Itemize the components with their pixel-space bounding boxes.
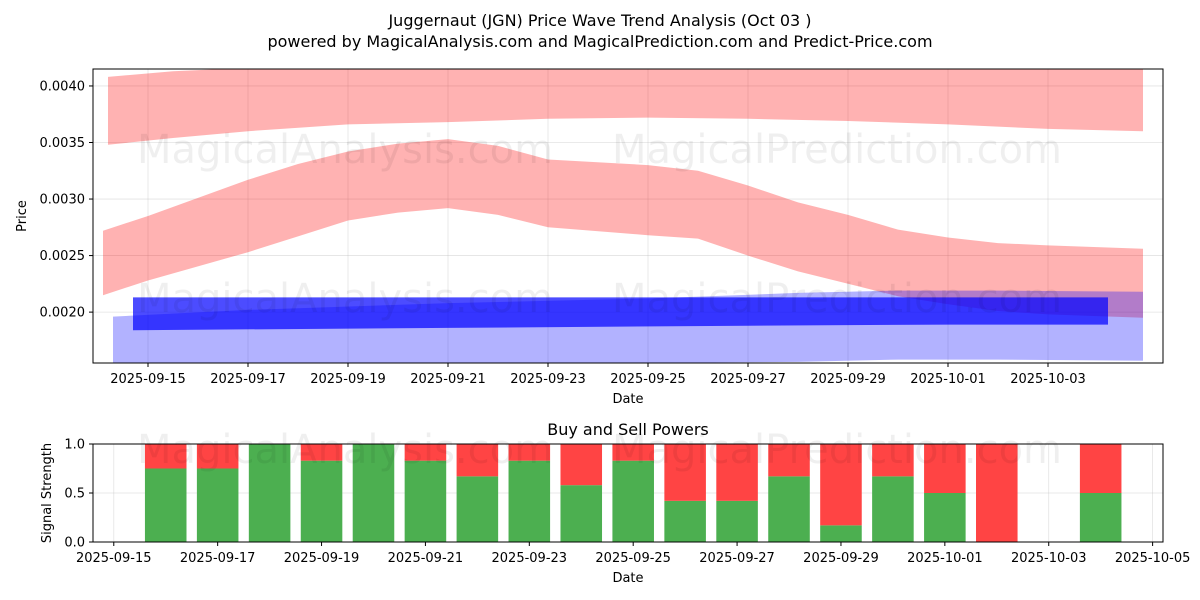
watermark-upper-row2-left: MagicalAnalysis.com: [137, 276, 553, 322]
lower-x-tick-label: 2025-09-23: [492, 551, 568, 566]
sell-bar: [196, 444, 239, 469]
buy-bar: [300, 460, 343, 542]
sell-bar: [300, 444, 343, 461]
sell-bar: [612, 444, 654, 461]
upper-y-tick-label: 0.0030: [40, 193, 86, 208]
lower-x-axis: 2025-09-15 2025-09-17 2025-09-19 2025-09-21…: [76, 542, 1190, 566]
lower-y-axis-label: Signal Strength: [40, 443, 55, 543]
chart-title-line2: powered by MagicalAnalysis.com and Magic…: [267, 32, 932, 51]
buy-bar: [456, 476, 499, 542]
lower-x-tick-label: 2025-09-15: [76, 551, 152, 566]
upper-x-tick-label: 2025-09-29: [810, 372, 886, 387]
lower-x-tick-label: 2025-10-01: [907, 551, 983, 566]
watermark-upper-row1-right: MagicalPrediction.com: [612, 127, 1062, 173]
upper-y-tick-label: 0.0035: [40, 136, 86, 151]
buy-bar: [196, 468, 239, 542]
watermark-upper-row2-right: MagicalPrediction.com: [612, 276, 1062, 322]
blue-narrow-band: [133, 297, 1108, 331]
upper-x-tick-label: 2025-09-17: [210, 372, 286, 387]
lower-x-tick-label: 2025-09-19: [284, 551, 360, 566]
watermark-lower-left: MagicalAnalysis.com: [137, 427, 553, 473]
sell-bar: [508, 444, 551, 461]
lower-x-tick-label: 2025-10-05: [1115, 551, 1191, 566]
lower-x-tick-label: 2025-09-27: [699, 551, 775, 566]
lower-y-tick-label: 0.0: [64, 536, 85, 551]
sell-bar: [404, 444, 447, 461]
sell-bar: [976, 444, 1018, 542]
upper-x-tick-label: 2025-10-03: [1010, 372, 1086, 387]
lower-y-tick-label: 1.0: [64, 438, 85, 453]
red-middle-band: [103, 139, 1143, 318]
upper-x-axis: 2025-09-15 2025-09-17 2025-09-19 2025-09-21…: [110, 363, 1086, 387]
sell-bar: [560, 444, 603, 486]
lower-x-tick-label: 2025-10-03: [1011, 551, 1087, 566]
lower-x-tick-label: 2025-09-29: [803, 551, 879, 566]
buy-bar: [352, 444, 395, 542]
buy-bar: [144, 468, 187, 542]
lower-bars: [144, 444, 1122, 542]
upper-y-axis: 0.0020 0.0025 0.0030 0.0035 0.0040: [40, 79, 93, 321]
lower-x-tick-label: 2025-09-21: [388, 551, 464, 566]
lower-y-axis: 0.0 0.5 1.0: [64, 438, 93, 551]
upper-bands: [103, 69, 1143, 363]
sell-bar: [924, 444, 966, 493]
buy-bar: [248, 444, 291, 542]
upper-plot-frame: [92, 68, 1164, 364]
buy-bar: [508, 460, 551, 542]
price-wave-panel: MagicalAnalysis.com MagicalPrediction.co…: [15, 68, 1164, 407]
sell-bar: [768, 444, 810, 477]
buy-bar: [924, 493, 966, 542]
upper-x-tick-label: 2025-09-19: [310, 372, 386, 387]
upper-y-tick-label: 0.0020: [40, 306, 86, 321]
buy-sell-panel: Buy and Sell Powers MagicalAnalysis.com …: [40, 420, 1190, 586]
buy-bar: [664, 500, 706, 542]
sell-bar: [716, 444, 758, 501]
buy-bar: [612, 460, 654, 542]
sell-bar: [872, 444, 914, 477]
upper-x-tick-label: 2025-09-21: [410, 372, 486, 387]
buy-bar: [1079, 493, 1122, 542]
lower-x-tick-label: 2025-09-25: [595, 551, 671, 566]
sell-bar: [664, 444, 706, 501]
lower-y-tick-label: 0.5: [64, 487, 85, 502]
sell-bar: [144, 444, 187, 469]
lower-x-axis-label: Date: [612, 571, 643, 586]
upper-x-tick-label: 2025-09-23: [510, 372, 586, 387]
buy-bar: [768, 476, 810, 542]
sell-bar: [456, 444, 499, 477]
upper-x-tick-label: 2025-09-15: [110, 372, 186, 387]
watermark-lower-right: MagicalPrediction.com: [612, 427, 1062, 473]
watermark-upper-row1-left: MagicalAnalysis.com: [137, 127, 553, 173]
buy-bar: [560, 485, 603, 542]
upper-x-tick-label: 2025-09-27: [710, 372, 786, 387]
upper-y-axis-label: Price: [15, 200, 30, 232]
lower-x-tick-label: 2025-09-17: [180, 551, 256, 566]
buy-bar: [404, 460, 447, 542]
buy-bar: [716, 500, 758, 542]
buy-bar: [872, 476, 914, 542]
upper-y-tick-label: 0.0040: [40, 79, 86, 94]
upper-x-tick-label: 2025-09-25: [610, 372, 686, 387]
upper-x-tick-label: 2025-10-01: [910, 372, 986, 387]
buy-bar: [820, 525, 862, 542]
upper-x-axis-label: Date: [612, 392, 643, 407]
lower-chart-title: Buy and Sell Powers: [547, 420, 709, 439]
red-upper-band: [108, 69, 1143, 145]
sell-bar: [1079, 444, 1122, 493]
sell-bar: [820, 444, 862, 526]
upper-y-tick-label: 0.0025: [40, 249, 86, 264]
chart-title-line1: Juggernaut (JGN) Price Wave Trend Analys…: [387, 11, 811, 30]
